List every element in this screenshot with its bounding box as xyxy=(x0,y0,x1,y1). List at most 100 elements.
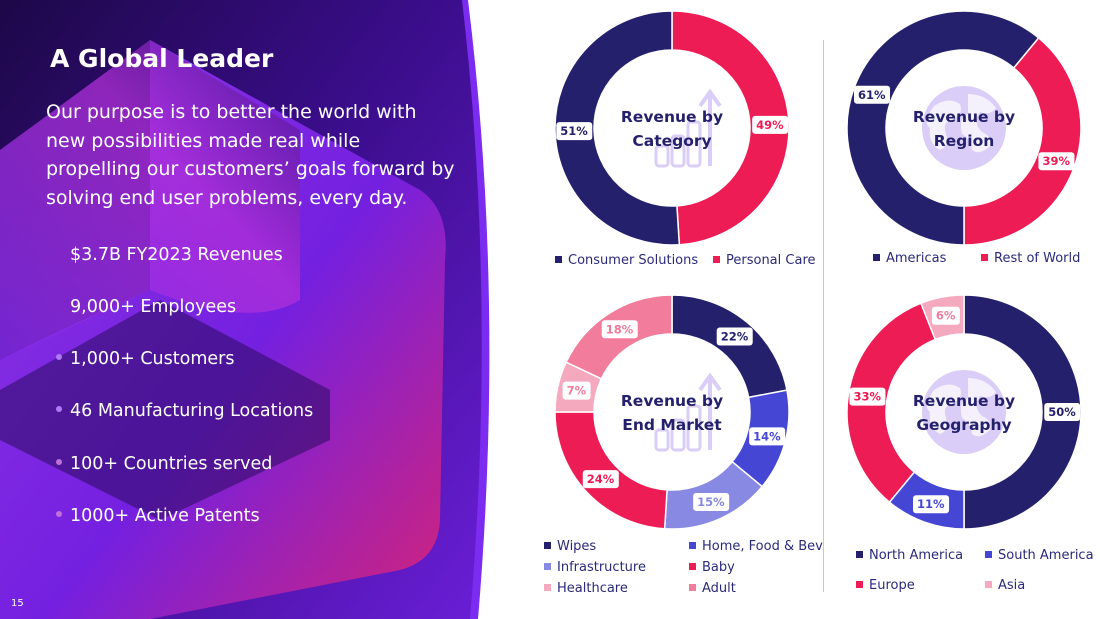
chart-divider xyxy=(823,40,824,592)
data-label-home-food-bev: 14% xyxy=(753,429,781,443)
data-label-north-america: 50% xyxy=(1048,405,1076,419)
legend-swatch xyxy=(689,542,696,549)
chart-revenue-by-category: 49% 51% Revenue by Category xyxy=(546,0,806,250)
legend-label: North America xyxy=(869,548,964,563)
legend-swatch xyxy=(544,542,551,549)
chart-revenue-by-end-market: 22% 14% 15% 24% 7% 18% Revenue by End Market xyxy=(546,286,806,536)
data-label-bg xyxy=(849,387,886,406)
data-label-bg xyxy=(854,85,891,104)
data-label-bg xyxy=(716,327,753,346)
legend-item-americas: Americas xyxy=(873,251,946,266)
legend-label: Infrastructure xyxy=(557,560,646,575)
data-label-south-america: 11% xyxy=(917,497,945,511)
data-label-personal-care: 49% xyxy=(756,118,784,132)
legend-swatch xyxy=(713,256,720,263)
bullet-text: $3.7B FY2023 Revenues xyxy=(70,245,283,265)
globe-icon xyxy=(922,86,1006,170)
legend-item-personal-care: Personal Care xyxy=(713,253,816,268)
legend-label: Americas xyxy=(886,251,947,266)
legend-item-home-food-bev: Home, Food & Bev xyxy=(689,539,823,554)
bullet-manufacturing: 46 Manufacturing Locations xyxy=(56,401,313,421)
legend-label: Home, Food & Bev xyxy=(702,539,823,554)
legend-item-wipes: Wipes xyxy=(544,539,596,554)
globe-icon xyxy=(922,370,1006,454)
data-label-healthcare: 7% xyxy=(567,384,587,398)
data-label-rest-of-world: 39% xyxy=(1042,154,1070,168)
chart-title-line: Revenue by xyxy=(913,108,1015,126)
data-label-bg xyxy=(1044,403,1081,421)
bullet-dot xyxy=(56,354,62,360)
chart-title-line: Revenue by xyxy=(621,108,723,126)
legend-label: Healthcare xyxy=(557,581,628,596)
bullet-customers: 1,000+ Customers xyxy=(56,349,234,369)
chart-title-line: Region xyxy=(934,132,995,150)
legend-swatch xyxy=(985,551,992,558)
legend-label: Baby xyxy=(702,560,735,575)
chart-title-line: End Market xyxy=(622,416,722,434)
legend-item-europe: Europe xyxy=(856,578,915,593)
legend-swatch xyxy=(981,254,988,261)
donut-svg: 50% 11% 33% 6% Revenue by Geography xyxy=(846,294,1082,530)
data-label-bg xyxy=(931,306,960,325)
legend-label: Europe xyxy=(869,578,915,593)
legend-swatch xyxy=(856,551,863,558)
legend-revenue-by-geography: North America South America Europe Asia xyxy=(856,548,1096,594)
legend-label: Adult xyxy=(702,581,736,596)
data-label-bg xyxy=(693,492,730,511)
bullet-revenue: $3.7B FY2023 Revenues xyxy=(56,245,283,265)
data-label-bg xyxy=(1038,152,1075,171)
data-label-bg xyxy=(556,122,593,141)
data-label-bg xyxy=(582,470,619,489)
donut-hole xyxy=(594,334,750,490)
donut-hole xyxy=(594,50,750,206)
bullet-text: 1000+ Active Patents xyxy=(70,506,260,526)
bar-chart-growth-icon xyxy=(654,88,722,168)
legend-swatch xyxy=(689,563,696,570)
bullet-dot xyxy=(56,511,62,517)
chart-title-line: Geography xyxy=(916,416,1011,434)
bullet-text: 9,000+ Employees xyxy=(70,297,237,317)
bullet-employees: 9,000+ Employees xyxy=(56,297,236,317)
chart-revenue-by-region: 39% 61% Revenue by Region xyxy=(842,0,1092,250)
data-label-baby: 24% xyxy=(587,472,615,486)
data-label-asia: 6% xyxy=(936,309,956,323)
legend-item-adult: Adult xyxy=(689,581,736,596)
bullet-text: 46 Manufacturing Locations xyxy=(70,401,314,421)
chart-title-line: Revenue by xyxy=(913,392,1015,410)
legend-item-consumer-solutions: Consumer Solutions xyxy=(555,253,698,268)
legend-item-healthcare: Healthcare xyxy=(544,581,628,596)
chart-title-line: Category xyxy=(632,132,711,150)
left-panel: A Global Leader Our purpose is to better… xyxy=(0,0,500,619)
donut-svg: 39% 61% Revenue by Region xyxy=(846,10,1082,246)
legend-label: Asia xyxy=(998,578,1026,593)
chart-title-line: Revenue by xyxy=(621,392,723,410)
bullet-countries: 100+ Countries served xyxy=(56,454,272,474)
chart-revenue-by-geography: 50% 11% 33% 6% Revenue by Geography xyxy=(842,286,1092,536)
data-label-europe: 33% xyxy=(853,390,881,404)
legend-label: Personal Care xyxy=(726,253,816,268)
legend-label: Consumer Solutions xyxy=(568,253,699,268)
bullet-dot xyxy=(56,250,62,256)
legend-item-south-america: South America xyxy=(985,548,1094,563)
legend-label: Wipes xyxy=(557,539,597,554)
legend-item-rest-of-world: Rest of World xyxy=(981,251,1080,266)
legend-revenue-by-end-market: Wipes Home, Food & Bev Infrastructure Ba… xyxy=(544,539,824,605)
data-label-wipes: 22% xyxy=(721,329,749,343)
legend-item-baby: Baby xyxy=(689,560,735,575)
legend-swatch xyxy=(544,563,551,570)
legend-revenue-by-region: Americas Rest of World xyxy=(873,251,1093,271)
bullet-dot xyxy=(56,459,62,465)
legend-swatch xyxy=(873,254,880,261)
legend-item-north-america: North America xyxy=(856,548,963,563)
data-label-infrastructure: 15% xyxy=(697,495,725,509)
legend-swatch xyxy=(856,581,863,588)
page-number: 15 xyxy=(11,598,24,609)
data-label-adult: 18% xyxy=(606,322,634,336)
purpose-statement: Our purpose is to better the world with … xyxy=(46,101,455,209)
legend-swatch xyxy=(555,256,562,263)
bar-chart-growth-icon xyxy=(654,372,722,452)
legend-swatch xyxy=(689,584,696,591)
legend-item-asia: Asia xyxy=(985,578,1025,593)
bullet-text: 100+ Countries served xyxy=(70,454,273,474)
data-label-bg xyxy=(601,320,638,339)
